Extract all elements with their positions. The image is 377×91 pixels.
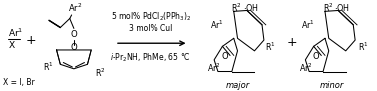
Text: O: O (70, 43, 77, 52)
Text: R$^1$: R$^1$ (358, 40, 368, 53)
Text: major: major (225, 81, 250, 90)
Text: O: O (70, 30, 77, 39)
Text: $\cdot$OH: $\cdot$OH (243, 2, 259, 13)
Text: +: + (287, 36, 297, 49)
Text: +: + (26, 34, 36, 48)
Text: $i$-Pr$_2$NH, PhMe, 65 °C: $i$-Pr$_2$NH, PhMe, 65 °C (110, 52, 191, 64)
Text: minor: minor (320, 81, 344, 90)
Text: O: O (221, 52, 228, 61)
Text: Ar$^1$: Ar$^1$ (210, 19, 224, 31)
Text: X = I, Br: X = I, Br (3, 78, 35, 87)
Text: Ar$^2$: Ar$^2$ (207, 61, 221, 74)
Text: Ar$^2$: Ar$^2$ (299, 61, 313, 74)
Text: 3 mol% CuI: 3 mol% CuI (129, 24, 173, 33)
Text: Ar$^1$: Ar$^1$ (8, 27, 24, 39)
Text: X: X (8, 41, 14, 50)
Text: $\cdot$OH: $\cdot$OH (334, 2, 349, 13)
Text: 5 mol% PdCl$_2$(PPh$_3$)$_2$: 5 mol% PdCl$_2$(PPh$_3$)$_2$ (110, 10, 191, 23)
Text: R$^2$: R$^2$ (231, 2, 242, 14)
Text: Ar$^1$: Ar$^1$ (302, 19, 315, 31)
Text: R$^1$: R$^1$ (265, 40, 276, 53)
Text: R$^2$: R$^2$ (323, 2, 333, 14)
Text: O: O (313, 52, 319, 61)
Text: R$^1$: R$^1$ (43, 61, 54, 73)
Text: Ar$^2$: Ar$^2$ (68, 2, 83, 14)
Text: R$^2$: R$^2$ (95, 66, 105, 79)
